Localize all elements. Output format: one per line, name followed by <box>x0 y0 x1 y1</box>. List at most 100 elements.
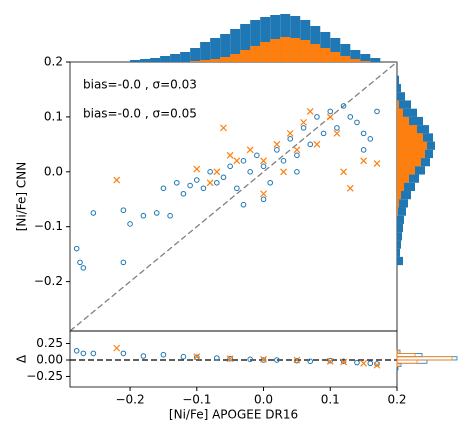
point <box>274 147 280 153</box>
hist-bar <box>396 352 416 358</box>
x-tick-label: 0.2 <box>387 393 406 407</box>
point <box>213 168 221 176</box>
y-tick-label: 0.1 <box>44 109 63 123</box>
hist-bar <box>397 100 399 109</box>
hist-bar <box>340 44 351 62</box>
point <box>286 129 294 137</box>
hist-bar <box>220 34 231 62</box>
hist-bar <box>350 59 361 62</box>
hist-bar <box>240 50 251 62</box>
point <box>193 165 201 173</box>
y-tick-label: −0.1 <box>34 219 63 233</box>
point <box>294 168 300 175</box>
point <box>260 163 267 170</box>
point <box>180 353 187 360</box>
hist-bar <box>397 199 399 208</box>
point <box>293 356 301 364</box>
hist-bar <box>396 356 458 361</box>
hist-bar <box>230 54 241 62</box>
hist-bar <box>397 108 417 117</box>
hist-bar <box>370 58 381 62</box>
point <box>360 359 368 367</box>
point <box>326 357 334 365</box>
hist-bar <box>170 54 181 62</box>
hist-bar <box>397 182 415 192</box>
point <box>73 347 80 354</box>
point <box>160 185 167 192</box>
point <box>187 182 193 189</box>
hist-bar <box>397 191 411 200</box>
point <box>306 107 314 115</box>
point <box>273 140 281 148</box>
point <box>246 146 254 154</box>
point <box>200 185 207 192</box>
point <box>73 245 80 252</box>
hist-bar <box>396 359 428 364</box>
point <box>113 344 121 352</box>
hist-bar <box>140 59 151 62</box>
point <box>180 190 187 197</box>
point <box>207 168 213 175</box>
y-tick-label: 0.2 <box>44 55 63 69</box>
point <box>90 350 97 357</box>
point <box>360 147 367 153</box>
y-tick-label: 0.0 <box>44 164 63 178</box>
x-tick-label: −0.1 <box>182 393 211 407</box>
hist-bar <box>396 349 399 354</box>
hist-bar <box>360 54 371 62</box>
point <box>120 259 127 266</box>
hist-bar <box>250 46 261 62</box>
hist-bar <box>240 24 251 62</box>
point <box>220 174 227 181</box>
hist-bar <box>260 17 271 62</box>
point <box>260 355 267 363</box>
point <box>280 168 287 176</box>
point <box>260 157 267 165</box>
hist-bar <box>397 256 403 266</box>
point <box>260 190 267 198</box>
point <box>300 118 307 126</box>
hist-bar <box>397 174 409 183</box>
hist-bar <box>397 207 398 216</box>
plot-frame <box>69 330 398 388</box>
point <box>340 103 347 109</box>
hist-bar <box>396 359 418 364</box>
point <box>153 210 160 216</box>
hist-bar <box>150 58 161 62</box>
point <box>307 141 314 148</box>
point <box>313 140 321 148</box>
point <box>127 221 133 227</box>
point <box>287 136 294 142</box>
point <box>254 152 260 159</box>
point <box>274 357 280 363</box>
point <box>334 125 340 131</box>
identity-line <box>69 61 398 332</box>
point <box>374 108 380 115</box>
hist-bar <box>300 40 311 62</box>
point <box>240 201 247 208</box>
hist-bar <box>396 352 423 358</box>
point <box>327 357 334 364</box>
hist-bar <box>397 92 405 101</box>
hist-bar <box>397 248 400 257</box>
point <box>374 361 380 367</box>
point <box>226 151 234 159</box>
hist-bar <box>397 141 427 150</box>
point <box>333 129 341 137</box>
hist-bar <box>180 52 191 62</box>
hist-bar <box>280 37 291 62</box>
point <box>320 130 327 137</box>
point <box>247 168 253 175</box>
hist-bar <box>397 75 399 84</box>
point <box>300 125 307 131</box>
point <box>227 163 233 170</box>
hist-bar <box>310 44 321 62</box>
point <box>234 185 240 192</box>
hist-bar <box>350 50 361 62</box>
hist-bar <box>210 38 221 62</box>
hist-bar <box>397 182 404 192</box>
hist-bar <box>397 125 417 134</box>
point <box>354 359 360 366</box>
point <box>90 210 97 216</box>
